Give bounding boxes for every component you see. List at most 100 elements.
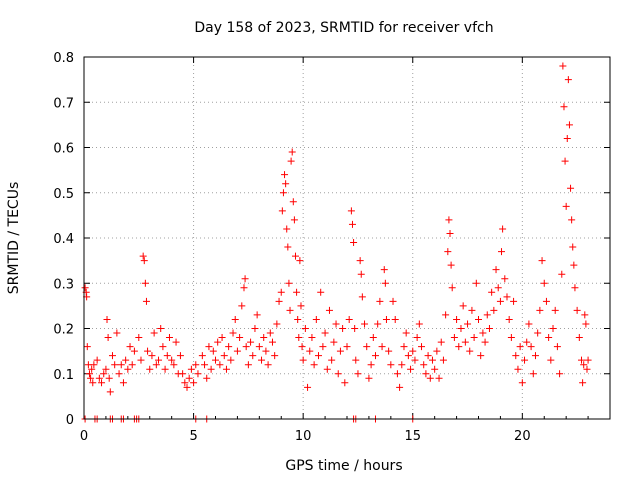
data-point: [242, 343, 250, 351]
data-point: [525, 320, 533, 328]
data-point: [290, 216, 298, 224]
data-point: [387, 361, 395, 369]
data-point: [536, 306, 544, 314]
data-point: [103, 315, 111, 323]
data-point: [345, 315, 353, 323]
data-point: [117, 361, 125, 369]
data-point: [547, 356, 555, 364]
data-point: [296, 257, 304, 265]
data-point: [391, 315, 399, 323]
data-point: [466, 347, 474, 355]
data-points: [81, 62, 592, 423]
data-point: [380, 266, 388, 274]
data-point: [231, 315, 239, 323]
data-point: [507, 334, 515, 342]
data-point: [187, 365, 195, 373]
data-point: [483, 311, 491, 319]
data-point: [176, 352, 184, 360]
data-point: [130, 347, 138, 355]
data-point: [321, 329, 329, 337]
data-point: [376, 297, 384, 305]
data-point: [87, 374, 95, 382]
data-point: [240, 284, 248, 292]
data-point: [100, 370, 108, 378]
grid: [84, 57, 610, 419]
data-point: [402, 329, 410, 337]
data-point: [306, 347, 314, 355]
data-point: [501, 275, 509, 283]
data-point: [426, 374, 434, 382]
data-point: [203, 374, 211, 382]
data-point: [348, 220, 356, 228]
data-point: [570, 261, 578, 269]
data-point: [582, 320, 590, 328]
data-point: [389, 297, 397, 305]
data-point: [277, 288, 285, 296]
data-point: [251, 325, 259, 332]
data-point: [560, 103, 568, 111]
data-point: [104, 334, 112, 342]
data-point: [437, 338, 445, 346]
data-point: [258, 356, 266, 364]
data-point: [281, 171, 289, 179]
data-point: [584, 356, 592, 364]
data-point: [341, 379, 349, 387]
data-point: [378, 343, 386, 351]
data-point: [398, 361, 406, 369]
data-point: [569, 243, 577, 251]
data-point: [291, 252, 299, 260]
data-point: [444, 248, 452, 256]
data-point: [351, 325, 359, 332]
data-point: [354, 370, 362, 378]
data-point: [135, 334, 143, 342]
data-point: [435, 374, 443, 382]
data-point: [459, 302, 467, 310]
data-point: [205, 343, 213, 351]
data-point: [407, 365, 415, 373]
data-point: [453, 315, 461, 323]
data-point: [553, 343, 561, 351]
data-point: [304, 383, 312, 391]
data-point: [89, 379, 97, 387]
data-point: [165, 334, 173, 342]
data-point: [152, 361, 160, 369]
x-axis-title: GPS time / hours: [285, 458, 402, 474]
x-tick-label: 0: [80, 429, 88, 444]
data-point: [523, 338, 531, 346]
data-point: [442, 311, 450, 319]
data-point: [298, 343, 306, 351]
data-point: [150, 329, 158, 337]
data-point: [85, 370, 93, 378]
data-point: [448, 284, 456, 292]
y-tick-label: 0.3: [53, 277, 74, 292]
data-point: [422, 370, 430, 378]
data-point: [233, 347, 241, 355]
y-tick-label: 0.6: [53, 142, 74, 157]
data-point: [393, 370, 401, 378]
data-point: [558, 270, 566, 278]
data-point: [102, 365, 110, 373]
data-point: [275, 297, 283, 305]
data-point: [268, 338, 276, 346]
data-point: [207, 365, 215, 373]
data-point: [578, 356, 586, 364]
data-point: [236, 334, 244, 342]
chart-title: Day 158 of 2023, SRMTID for receiver vfc…: [194, 20, 493, 36]
data-point: [289, 198, 297, 206]
data-point: [81, 284, 89, 292]
data-point: [567, 184, 575, 192]
data-point: [381, 279, 389, 287]
data-point: [295, 334, 303, 342]
data-point: [503, 293, 511, 301]
data-point: [420, 361, 428, 369]
data-point: [282, 180, 290, 188]
data-point: [111, 361, 119, 369]
y-tick-label: 0.4: [53, 232, 74, 247]
data-point: [424, 352, 432, 360]
data-point: [323, 365, 331, 373]
data-point: [209, 347, 217, 355]
data-point: [212, 356, 219, 364]
data-point: [266, 329, 274, 337]
data-point: [573, 306, 581, 314]
